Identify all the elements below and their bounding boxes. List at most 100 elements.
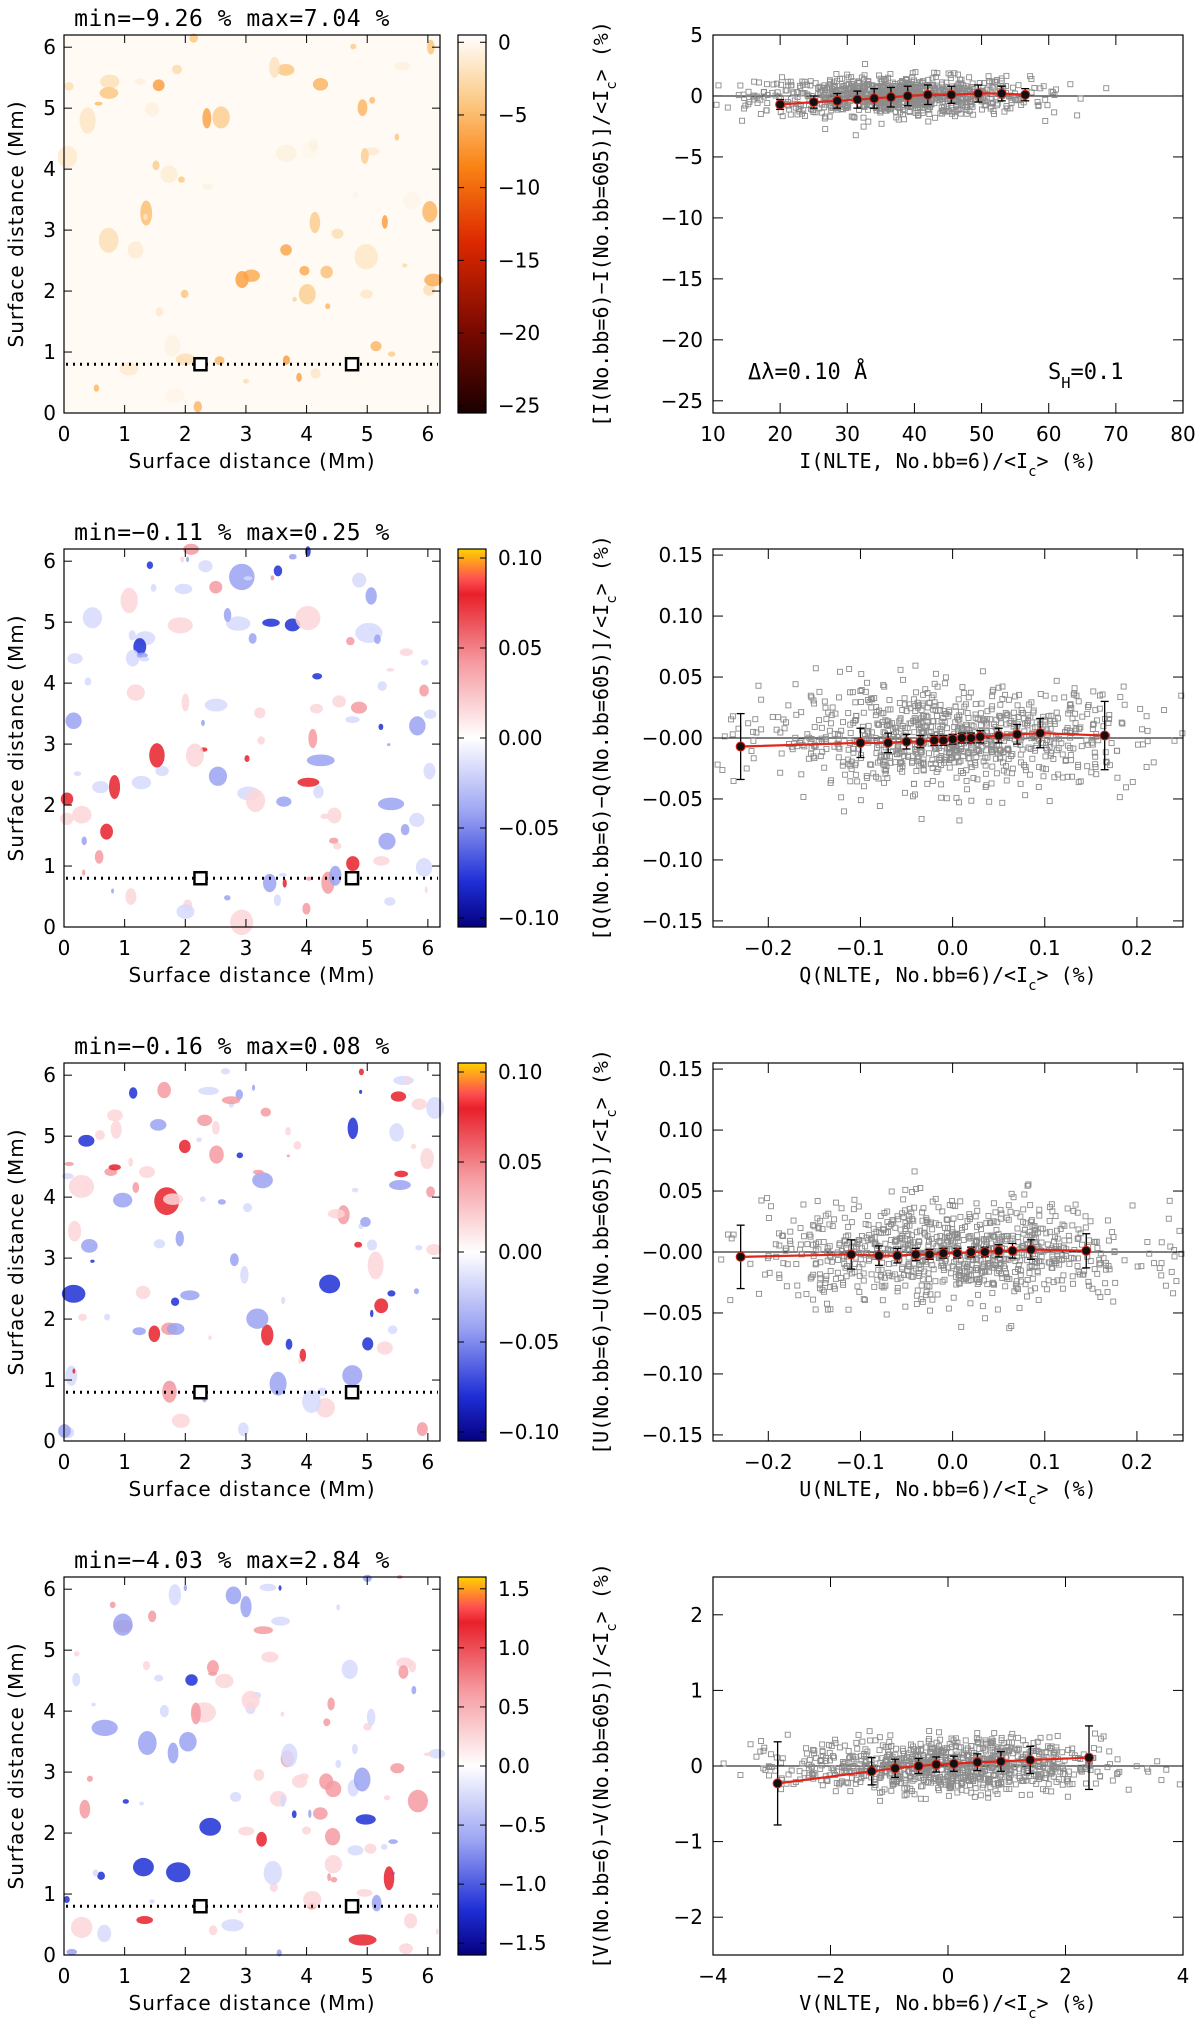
scatter-point <box>840 103 847 110</box>
map-feature <box>355 1814 376 1825</box>
scatter-point <box>1095 737 1102 744</box>
map-y-tick-label: 3 <box>43 218 56 242</box>
binned-point <box>852 94 863 105</box>
binned-point <box>938 1248 949 1259</box>
y-tick-label: 1 <box>690 1678 703 1702</box>
scatter-point <box>876 72 883 79</box>
scatter-point <box>1075 763 1082 770</box>
scatter-point <box>932 670 939 677</box>
scatter-point <box>927 1307 933 1314</box>
scatter-point <box>1069 1222 1076 1229</box>
scatter-point <box>982 1746 989 1753</box>
scatter-point <box>780 716 787 723</box>
scatter-point <box>997 701 1004 708</box>
scatter-point <box>980 1236 987 1243</box>
map-y-tick-label: 6 <box>43 549 56 573</box>
map-feature <box>327 807 342 824</box>
scatter-point <box>938 729 945 735</box>
scatter-point <box>862 1746 869 1753</box>
map-feature <box>253 1626 274 1635</box>
scatter-point <box>889 1273 896 1280</box>
scatter-point <box>894 1285 901 1291</box>
scatter-point <box>986 798 993 805</box>
scatter-point <box>753 729 760 736</box>
scatter-point <box>1004 746 1011 753</box>
scatter-point <box>1092 1239 1099 1245</box>
map-feature <box>407 1789 428 1813</box>
binned-point <box>1081 1245 1092 1256</box>
scatter-point <box>901 725 908 731</box>
scatter-point <box>1065 742 1072 749</box>
scatter-point <box>1036 1774 1043 1781</box>
scatter-point <box>989 1232 996 1239</box>
scatter-point <box>915 755 922 762</box>
scatter-point <box>863 773 870 780</box>
scatter-point <box>856 106 863 113</box>
scatter-point <box>1074 112 1081 119</box>
scatter-point <box>778 1759 785 1766</box>
x-tick-label: 0 <box>942 1964 955 1988</box>
scatter-point <box>958 1779 965 1786</box>
scatter-point <box>1053 677 1060 684</box>
scatter-point <box>982 762 989 769</box>
scatter-point <box>909 73 916 80</box>
scatter-point <box>815 1225 822 1232</box>
scatter-point <box>959 1225 965 1232</box>
colorbar-tick-label: −1.0 <box>498 1872 547 1896</box>
scatter-point <box>899 1748 906 1754</box>
scatter-point <box>823 716 830 723</box>
scatter-point <box>730 778 737 784</box>
scatter-point <box>963 767 970 774</box>
scatter-point <box>995 1744 1002 1751</box>
scatter-point <box>1015 1773 1022 1780</box>
scatter-point <box>755 682 762 689</box>
scatter-point <box>953 794 960 801</box>
scatter-point <box>960 690 967 697</box>
scatter-point <box>798 1251 805 1258</box>
scatter-point <box>902 1186 909 1193</box>
binned-point <box>946 89 957 100</box>
scatter-point <box>934 683 941 690</box>
map-y-tick-label: 0 <box>43 1429 56 1453</box>
scatter-point <box>885 1261 892 1267</box>
scatter-point <box>816 688 823 695</box>
map-feature <box>393 1075 414 1085</box>
scatter-point <box>992 1787 999 1794</box>
scatter-point <box>1013 1284 1020 1291</box>
x-axis-label: Q(NLTE, No.bb=6)/<Ic> (%) <box>799 963 1096 994</box>
scatter-point <box>935 1221 942 1228</box>
map-feature <box>119 362 139 376</box>
scatter-point <box>1090 688 1097 695</box>
scatter-point <box>1094 1270 1101 1277</box>
scatter-point <box>967 1300 974 1307</box>
scatter-point <box>944 1217 951 1224</box>
scatter-point <box>1017 780 1024 787</box>
scatter-point <box>1040 713 1047 720</box>
map-feature <box>435 1928 439 1935</box>
scatter-point <box>770 81 777 88</box>
map-feature <box>70 1916 93 1938</box>
scatter-point <box>900 1196 907 1203</box>
scatter-point <box>904 1267 911 1274</box>
scatter-point <box>826 77 833 84</box>
scatter-point <box>836 1781 843 1788</box>
scatter-point <box>917 1258 924 1265</box>
binned-point <box>996 88 1007 99</box>
scatter-point <box>835 744 842 751</box>
scatter-point <box>870 770 877 777</box>
scatter-point <box>855 1731 862 1738</box>
scatter-point <box>924 1282 931 1289</box>
scatter-point <box>997 715 1004 722</box>
scatter-point <box>1047 1761 1054 1768</box>
scatter-point <box>1002 1283 1009 1290</box>
scatter-point <box>1006 1276 1013 1282</box>
scatter-point <box>1024 1182 1031 1189</box>
scatter-point <box>1105 720 1112 726</box>
map-feature <box>371 1894 382 1912</box>
binned-point <box>938 735 949 746</box>
scatter-point <box>822 704 829 711</box>
map-feature <box>99 87 119 99</box>
scatter-point <box>844 71 851 78</box>
scatter-point <box>998 1780 1005 1787</box>
scatter-point <box>902 1303 909 1310</box>
